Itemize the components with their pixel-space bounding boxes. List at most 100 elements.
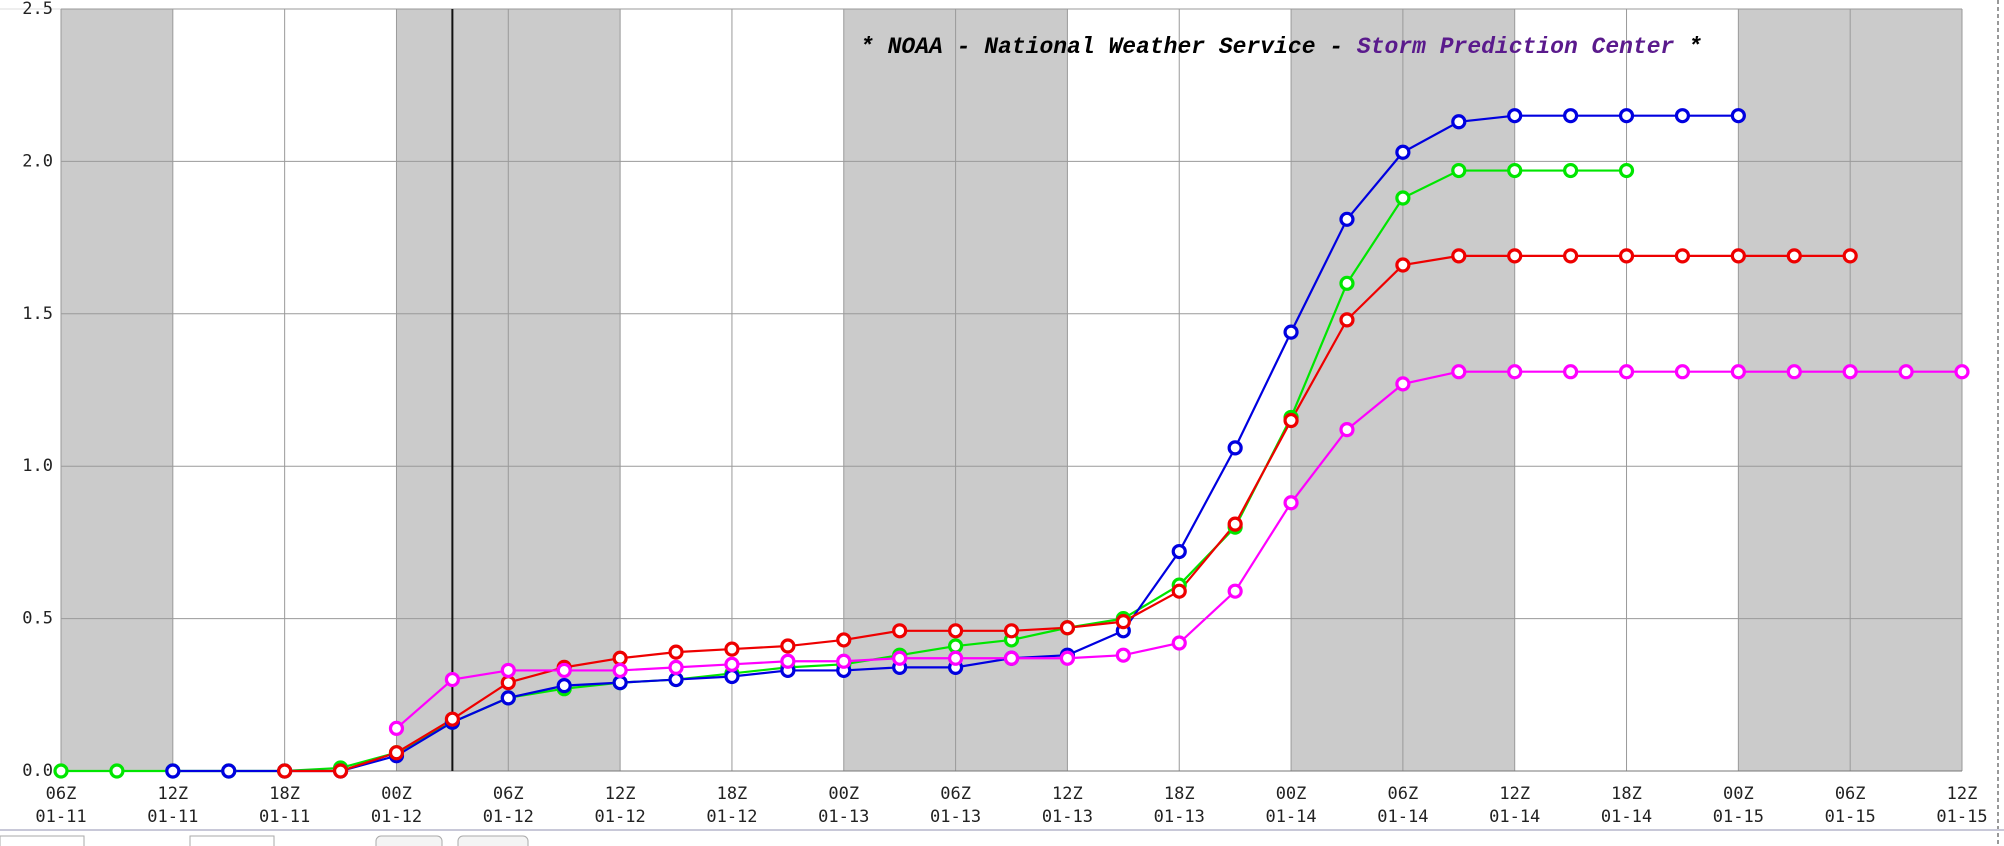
x-tick-label: 12Z 01-14: [1489, 784, 1540, 827]
label-line: 12Z: [1499, 784, 1530, 804]
x-tick-label: 18Z 01-13: [1154, 784, 1205, 827]
title-part: * NOAA - National Weather Service -: [860, 34, 1357, 60]
point: [1618, 108, 1635, 124]
point: [1115, 647, 1131, 663]
point: [1674, 364, 1691, 380]
point: [1674, 248, 1691, 264]
point: [1115, 614, 1131, 630]
point: [556, 662, 572, 679]
input-box[interactable]: [0, 835, 85, 846]
point: [1283, 324, 1299, 340]
point: [947, 650, 964, 666]
point: [836, 653, 852, 669]
point: [724, 641, 740, 657]
x-tick-label: 00Z 01-12: [371, 784, 422, 827]
night-band: [61, 9, 173, 771]
label-line: 01-12: [483, 807, 534, 827]
point: [1171, 635, 1187, 651]
point: [1283, 495, 1299, 511]
point: [1395, 376, 1411, 392]
point: [1618, 162, 1635, 179]
point: [1395, 190, 1411, 206]
point: [780, 653, 796, 669]
label-line: 01-14: [1265, 807, 1316, 827]
label-line: 06Z: [46, 784, 77, 804]
point: [1339, 312, 1355, 328]
y-tick-label: 2.0: [22, 151, 53, 171]
point: [1227, 583, 1243, 599]
label-line: 01-12: [706, 807, 757, 827]
button[interactable]: [375, 835, 443, 846]
label-line: 01-14: [1601, 807, 1652, 827]
point: [500, 690, 516, 706]
label-line: 01-14: [1489, 807, 1540, 827]
point: [388, 720, 405, 736]
label-line: 06Z: [940, 784, 971, 804]
point: [1227, 516, 1243, 532]
button[interactable]: [457, 835, 529, 846]
label-line: 01-12: [595, 807, 646, 827]
point: [165, 763, 181, 779]
point: [277, 763, 293, 779]
point: [1059, 620, 1076, 636]
point: [612, 650, 628, 666]
point: [556, 678, 572, 694]
label-line: 06Z: [493, 784, 524, 804]
point: [892, 623, 908, 639]
x-tick-label: 12Z 01-15: [1936, 784, 1987, 827]
point: [1451, 248, 1467, 264]
point: [947, 623, 964, 639]
title-part: *: [1674, 34, 1702, 60]
point: [668, 659, 684, 675]
x-tick-label: 12Z 01-11: [147, 784, 198, 827]
point: [1339, 275, 1355, 291]
label-line: 06Z: [1835, 784, 1866, 804]
point: [724, 668, 740, 685]
point: [1563, 108, 1579, 124]
label-line: 01-15: [1825, 807, 1876, 827]
point: [1451, 364, 1467, 380]
point: [1786, 248, 1802, 264]
x-tick-label: 18Z 01-12: [706, 784, 757, 827]
point: [53, 763, 69, 779]
point: [947, 638, 964, 654]
x-tick-label: 06Z 01-12: [483, 784, 534, 827]
label-line: 12Z: [605, 784, 636, 804]
label-line: 00Z: [1276, 784, 1307, 804]
point: [1395, 144, 1411, 160]
point: [1339, 211, 1355, 227]
label-line: 01-13: [818, 807, 869, 827]
x-tick-label: 06Z 01-11: [35, 784, 86, 827]
point: [1842, 364, 1858, 380]
point: [1507, 162, 1523, 179]
point: [668, 644, 684, 660]
point: [1003, 623, 1020, 639]
label-line: 18Z: [269, 784, 300, 804]
point: [1563, 364, 1579, 380]
chart-title: * NOAA - National Weather Service - Stor…: [860, 34, 1702, 60]
point: [1563, 248, 1579, 264]
point: [1171, 583, 1187, 599]
point: [1451, 162, 1467, 179]
x-tick-label: 06Z 01-14: [1377, 784, 1428, 827]
point: [1618, 364, 1635, 380]
point: [1563, 162, 1579, 179]
point: [1730, 364, 1746, 380]
x-tick-label: 18Z 01-11: [259, 784, 310, 827]
y-tick-label: 1.5: [22, 304, 53, 324]
label-line: 01-11: [35, 807, 86, 827]
x-tick-label: 00Z 01-13: [818, 784, 869, 827]
label-line: 12Z: [157, 784, 188, 804]
point: [1171, 543, 1187, 560]
label-line: 01-13: [930, 807, 981, 827]
label-line: 00Z: [828, 784, 859, 804]
input-box[interactable]: [189, 835, 275, 846]
label-line: 18Z: [717, 784, 748, 804]
x-tick-label: 06Z 01-13: [930, 784, 981, 827]
point: [388, 745, 405, 761]
point: [892, 650, 908, 666]
point: [1618, 248, 1635, 264]
point: [1954, 364, 1970, 380]
point: [1507, 248, 1523, 264]
